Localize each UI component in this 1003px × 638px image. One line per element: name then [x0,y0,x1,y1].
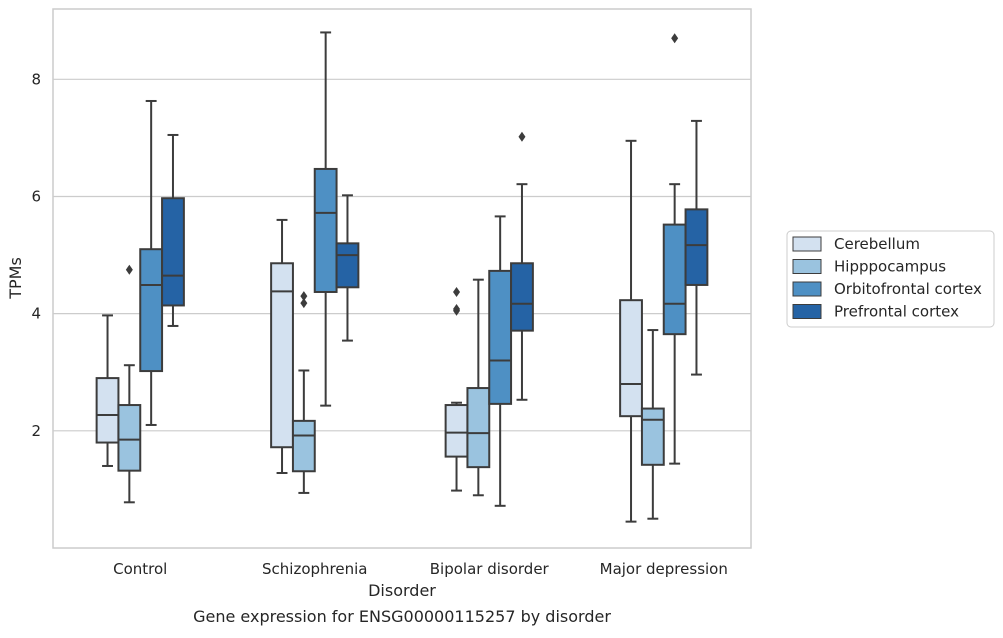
outlier-point [125,264,133,275]
box-iqr [291,419,316,473]
legend-swatch [792,259,822,274]
outlier-point [300,298,308,309]
box-plot [444,286,469,492]
outlier-point [671,33,679,44]
box-plot [640,329,665,520]
plot-frame [52,8,752,549]
y-tick-label: 2 [31,422,41,440]
box-iqr [619,299,643,418]
box-iqr [117,404,142,472]
outlier-point [300,291,308,302]
box-plot [466,278,491,497]
box-plot [270,218,294,475]
outlier-point [518,131,526,142]
legend-label: Prefrontal cortex [834,303,959,321]
y-tick-label: 6 [31,187,41,205]
box-iqr [662,223,687,336]
box-iqr [270,262,294,449]
x-tick-label: Bipolar disorder [430,560,550,578]
box-iqr [684,208,709,286]
box-plot [619,139,643,523]
x-tick-label: Major depression [600,560,728,578]
box-iqr [313,167,338,293]
box-plot [139,99,164,426]
box-plot [510,131,534,401]
legend-label: Cerebellum [834,235,920,253]
legend-label: Orbitofrontal cortex [834,280,982,298]
box-plot [117,264,142,504]
box-iqr [444,404,469,458]
x-axis-label: Disorder [368,581,436,600]
legend-swatch [792,304,822,319]
box-iqr [335,242,360,289]
box-plot [313,31,338,407]
legend-label: Hipppocampus [834,258,946,276]
outlier-point [453,286,461,297]
box-plot [95,314,120,467]
box-iqr [95,377,120,444]
legend-frame [786,230,995,328]
chart-caption: Gene expression for ENSG00000115257 by d… [193,607,611,626]
y-tick-label: 4 [31,305,41,323]
legend: Cerebellum Hipppocampus Orbitofrontal cort… [786,230,995,328]
box-iqr [161,197,185,307]
x-tick-label: Control [113,560,167,578]
box-plot [291,291,316,494]
y-tick-label: 8 [31,70,41,88]
box-iqr [640,407,665,466]
box-plot [662,33,687,465]
y-axis-label: TPMs [6,257,25,300]
box-iqr [139,248,164,373]
box-plot [335,194,360,342]
box-layer [95,31,709,523]
legend-swatch [792,236,822,252]
box-plot [488,215,513,507]
box-plot [684,119,709,376]
box-iqr [510,262,534,332]
legend-swatch [792,281,822,297]
box-iqr [488,269,513,405]
outlier-point [453,303,461,314]
tick-layer: 2 4 6 8 Control Schizophrenia Bipolar disorder… [31,70,727,578]
box-iqr [466,387,491,469]
box-plot [161,133,185,327]
x-tick-label: Schizophrenia [262,560,367,578]
